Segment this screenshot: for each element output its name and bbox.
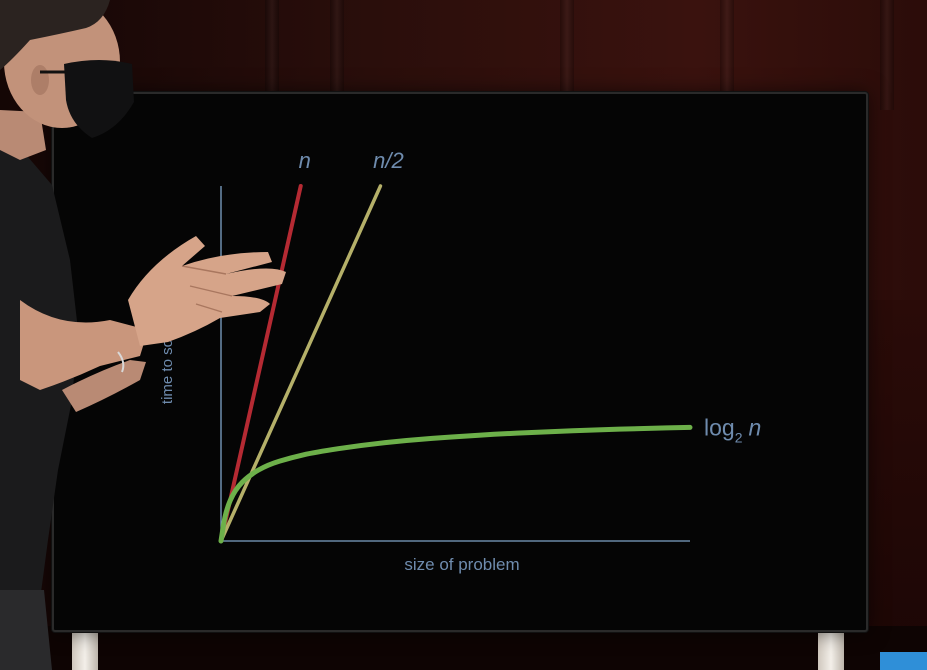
curtain-fold: [560, 0, 574, 110]
finger-lines: [181, 265, 233, 313]
wood-panel: [868, 300, 927, 670]
chart-labels: n n/2 log2 n: [299, 148, 762, 445]
presenter-arm: [20, 300, 148, 390]
presenter-trousers: [0, 590, 52, 670]
blue-object: [880, 652, 927, 670]
series-label-n: n: [299, 148, 311, 173]
curtain-fold: [880, 0, 894, 110]
bracelet: [117, 351, 125, 373]
stage-floor: [0, 626, 927, 670]
series-label-log2-n: log2 n: [704, 414, 761, 445]
chart-axes: [220, 186, 690, 542]
presenter-hair: [0, 0, 110, 70]
curtain-fold: [330, 0, 344, 110]
curtain-fold: [265, 0, 279, 110]
presenter-forearm: [62, 360, 146, 412]
chart-series: [218, 184, 693, 544]
face-mask-icon: [64, 60, 134, 138]
presenter-ear: [31, 65, 49, 95]
x-axis-label: size of problem: [404, 555, 519, 574]
series-label-half-n: n/2: [373, 148, 404, 173]
series-line-log2-n: [218, 424, 693, 544]
presenter-neck: [0, 110, 46, 160]
curtain-fold: [720, 0, 734, 110]
series-line-half-n: [219, 184, 383, 543]
series-line-n: [219, 184, 303, 543]
display-screen: [52, 92, 868, 632]
presenter-hands: [128, 236, 286, 346]
